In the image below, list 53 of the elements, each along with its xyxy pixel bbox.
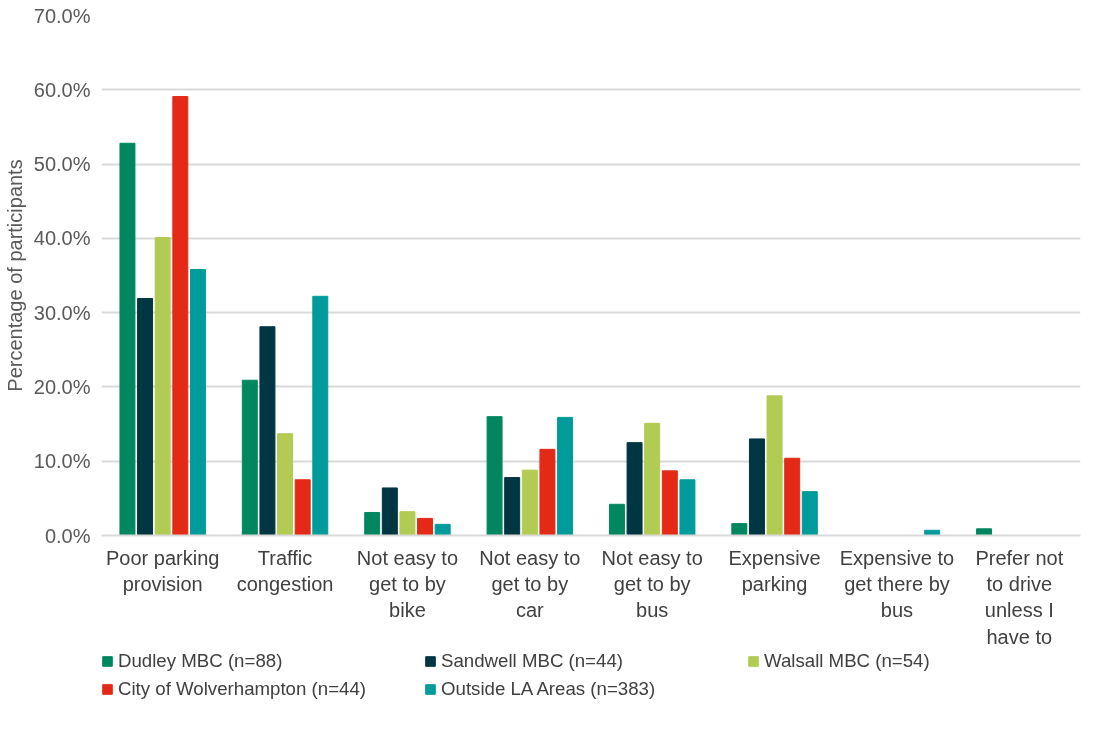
bar bbox=[137, 298, 154, 536]
bar bbox=[976, 528, 993, 536]
bar bbox=[644, 422, 661, 536]
bar bbox=[504, 477, 521, 536]
bar bbox=[766, 395, 783, 536]
bar bbox=[521, 469, 538, 536]
bar bbox=[189, 269, 206, 536]
bar bbox=[434, 523, 451, 536]
bar bbox=[154, 237, 171, 536]
y-tick-label: 70.0% bbox=[33, 4, 91, 27]
bar bbox=[399, 511, 416, 536]
bar bbox=[679, 479, 696, 536]
bar bbox=[364, 511, 381, 536]
bar bbox=[241, 379, 258, 536]
y-tick-label: 30.0% bbox=[33, 301, 91, 324]
bar bbox=[608, 503, 625, 536]
legend-label: Walsall MBC (n=54) bbox=[764, 650, 931, 672]
y-axis-title: Percentage of participants bbox=[3, 159, 26, 392]
bar bbox=[557, 416, 574, 536]
bar bbox=[172, 95, 189, 536]
legend-label: City of Wolverhampton (n=44) bbox=[118, 678, 367, 700]
y-tick-label: 0.0% bbox=[44, 524, 91, 547]
bar bbox=[259, 326, 276, 536]
x-tick-label: Not easy to get to by bus bbox=[601, 546, 703, 622]
bar bbox=[626, 442, 643, 536]
legend-label: Sandwell MBC (n=44) bbox=[441, 650, 624, 672]
bar bbox=[801, 491, 818, 536]
x-tick-label: Not easy to get to by bike bbox=[356, 546, 459, 622]
bar bbox=[748, 438, 765, 536]
bar bbox=[731, 523, 748, 536]
legend-label: Outside LA Areas (n=383) bbox=[441, 678, 657, 700]
bar bbox=[294, 479, 311, 536]
bar bbox=[119, 142, 136, 536]
x-tick-label: Prefer not to drive unless I have to bbox=[975, 546, 1064, 648]
x-tick-label: Expensive parking bbox=[728, 546, 821, 595]
y-tick-label: 20.0% bbox=[33, 375, 91, 398]
y-tick-label: 40.0% bbox=[33, 227, 91, 250]
x-tick-label: Not easy to get to by car bbox=[479, 546, 581, 622]
bar bbox=[381, 487, 398, 536]
x-tick-label: Expensive to get there by bus bbox=[839, 546, 955, 622]
y-tick-label: 60.0% bbox=[33, 78, 91, 101]
legend-label: Dudley MBC (n=88) bbox=[118, 650, 284, 672]
bar bbox=[784, 457, 801, 536]
x-tick-label: Traffic congestion bbox=[236, 546, 334, 595]
y-tick-label: 50.0% bbox=[33, 153, 91, 176]
bar bbox=[417, 517, 434, 536]
bar bbox=[661, 470, 678, 536]
bar bbox=[539, 448, 556, 536]
y-tick-label: 10.0% bbox=[33, 450, 91, 473]
bar bbox=[312, 295, 329, 536]
x-tick-label: Poor parking provision bbox=[105, 546, 220, 595]
bar bbox=[486, 416, 503, 536]
bar bbox=[277, 433, 294, 536]
